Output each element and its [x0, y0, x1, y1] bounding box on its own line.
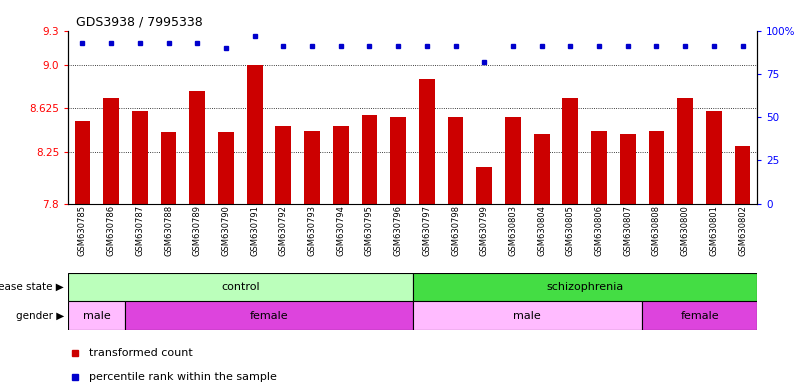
Bar	[533, 134, 549, 204]
Bar	[419, 79, 435, 204]
Bar	[132, 111, 147, 204]
Bar	[649, 131, 664, 204]
Text: GSM630785: GSM630785	[78, 205, 87, 256]
Text: GDS3938 / 7995338: GDS3938 / 7995338	[76, 15, 203, 28]
Text: disease state ▶: disease state ▶	[0, 282, 64, 292]
Bar	[448, 117, 464, 204]
Bar	[678, 98, 693, 204]
Bar	[126, 301, 413, 330]
Bar	[591, 131, 607, 204]
Text: GSM630789: GSM630789	[193, 205, 202, 256]
Text: transformed count: transformed count	[89, 348, 192, 358]
Bar	[706, 111, 722, 204]
Bar	[361, 115, 377, 204]
Text: female: female	[250, 311, 288, 321]
Bar	[189, 91, 205, 204]
Bar	[161, 132, 176, 204]
Text: GSM630805: GSM630805	[566, 205, 575, 256]
Text: GSM630791: GSM630791	[250, 205, 260, 256]
Bar	[642, 301, 757, 330]
Text: GSM630803: GSM630803	[509, 205, 517, 256]
Text: GSM630806: GSM630806	[594, 205, 604, 256]
Text: GSM630794: GSM630794	[336, 205, 345, 256]
Bar	[68, 301, 126, 330]
Bar	[103, 98, 119, 204]
Text: GSM630787: GSM630787	[135, 205, 144, 256]
Text: gender ▶: gender ▶	[16, 311, 64, 321]
Bar	[390, 117, 406, 204]
Bar	[304, 131, 320, 204]
Text: GSM630796: GSM630796	[393, 205, 403, 256]
Bar	[735, 146, 751, 204]
Bar	[562, 98, 578, 204]
Bar	[74, 121, 91, 204]
Text: male: male	[513, 311, 541, 321]
Bar	[218, 132, 234, 204]
Text: GSM630807: GSM630807	[623, 205, 632, 256]
Bar	[477, 167, 492, 204]
Text: GSM630797: GSM630797	[422, 205, 432, 256]
Text: male: male	[83, 311, 111, 321]
Bar	[276, 126, 292, 204]
Text: GSM630800: GSM630800	[681, 205, 690, 256]
Bar	[333, 126, 348, 204]
Bar	[505, 117, 521, 204]
Bar	[247, 65, 263, 204]
Text: schizophrenia: schizophrenia	[546, 282, 623, 292]
Bar	[68, 273, 413, 301]
Text: GSM630792: GSM630792	[279, 205, 288, 256]
Text: GSM630798: GSM630798	[451, 205, 460, 256]
Bar	[413, 301, 642, 330]
Text: GSM630799: GSM630799	[480, 205, 489, 256]
Text: control: control	[221, 282, 260, 292]
Text: percentile rank within the sample: percentile rank within the sample	[89, 372, 276, 382]
Text: GSM630786: GSM630786	[107, 205, 115, 256]
Text: GSM630802: GSM630802	[738, 205, 747, 256]
Text: GSM630793: GSM630793	[308, 205, 316, 256]
Text: GSM630804: GSM630804	[537, 205, 546, 256]
Text: GSM630801: GSM630801	[710, 205, 718, 256]
Text: GSM630790: GSM630790	[221, 205, 231, 256]
Text: female: female	[680, 311, 718, 321]
Text: GSM630808: GSM630808	[652, 205, 661, 256]
Text: GSM630795: GSM630795	[365, 205, 374, 256]
Bar	[413, 273, 757, 301]
Text: GSM630788: GSM630788	[164, 205, 173, 256]
Bar	[620, 134, 636, 204]
